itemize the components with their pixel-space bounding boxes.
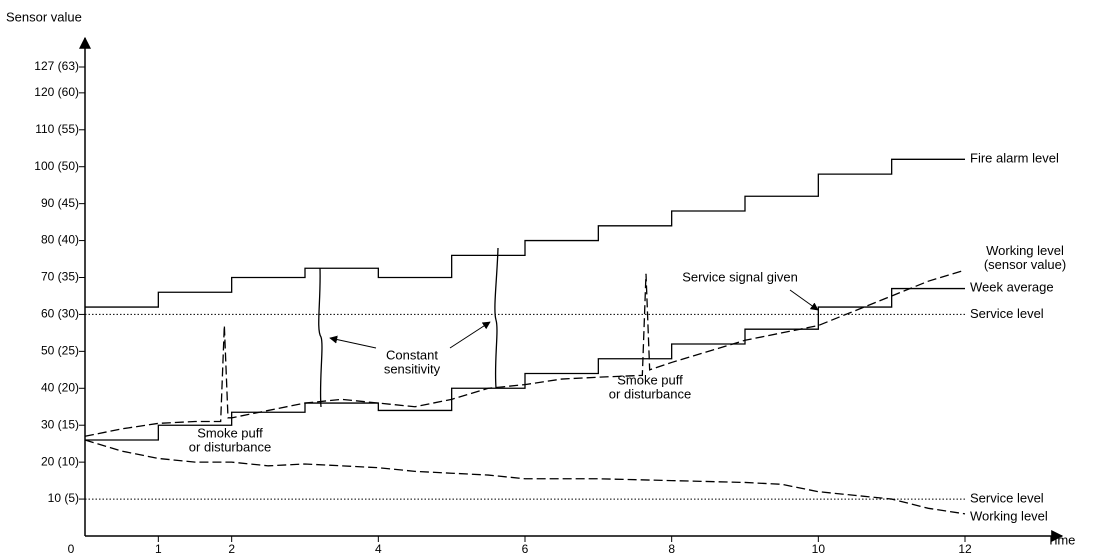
y-tick-label: 90 (45) (41, 196, 79, 210)
annotation: or disturbance (609, 386, 691, 401)
annotation: Smoke puff (197, 425, 263, 440)
annotation: Smoke puff (617, 372, 683, 387)
series-label-line: Working level (986, 243, 1064, 258)
y-tick-label: 10 (5) (48, 491, 79, 505)
series-label: Working level (970, 508, 1048, 523)
annotation-arrow (789, 289, 819, 311)
series-line (84, 439, 966, 515)
x-tick-label: 6 (522, 542, 529, 556)
series-label-line: (sensor value) (984, 257, 1066, 272)
y-tick-label: 70 (35) (41, 270, 79, 284)
y-tick-label: 30 (15) (41, 417, 79, 431)
y-tick-label: 20 (10) (41, 454, 79, 468)
x-tick-label: 12 (958, 542, 972, 556)
y-tick-label: 100 (50) (34, 159, 79, 173)
annotation-arrow (449, 321, 491, 349)
x-axis-label: Time (1047, 532, 1075, 547)
series-line (85, 287, 965, 441)
annotation: Constant (386, 347, 438, 362)
y-axis-label: Sensor value (6, 9, 82, 24)
annotation: sensitivity (384, 361, 441, 376)
y-tick-label: 40 (20) (41, 380, 79, 394)
service-level-label: Service level (970, 491, 1044, 506)
y-tick-label: 80 (40) (41, 233, 79, 247)
annotation: Service signal given (682, 269, 798, 284)
y-tick-label: 127 (63) (34, 59, 79, 73)
y-tick-label: 60 (30) (41, 307, 79, 321)
x-tick-label: 1 (155, 542, 162, 556)
series-label: Fire alarm level (970, 150, 1059, 165)
x-tick-label: 4 (375, 542, 382, 556)
y-tick-label: 110 (55) (35, 122, 79, 136)
x-tick-label: 2 (228, 542, 235, 556)
y-tick-label: 50 (25) (41, 344, 79, 358)
annotation-arrow (329, 335, 377, 349)
y-tick-label: 120 (60) (34, 85, 79, 99)
service-level-label: Service level (970, 306, 1044, 321)
sensitivity-marker (494, 247, 499, 389)
series-line (84, 269, 966, 437)
annotation: or disturbance (189, 439, 271, 454)
sensitivity-marker (318, 267, 323, 408)
x-tick-label: 0 (68, 542, 75, 556)
series-label: Week average (970, 279, 1054, 294)
x-tick-label: 8 (668, 542, 675, 556)
series-line (85, 158, 965, 308)
x-tick-label: 10 (812, 542, 826, 556)
series-label: Working level (sensor value) (984, 243, 1066, 272)
